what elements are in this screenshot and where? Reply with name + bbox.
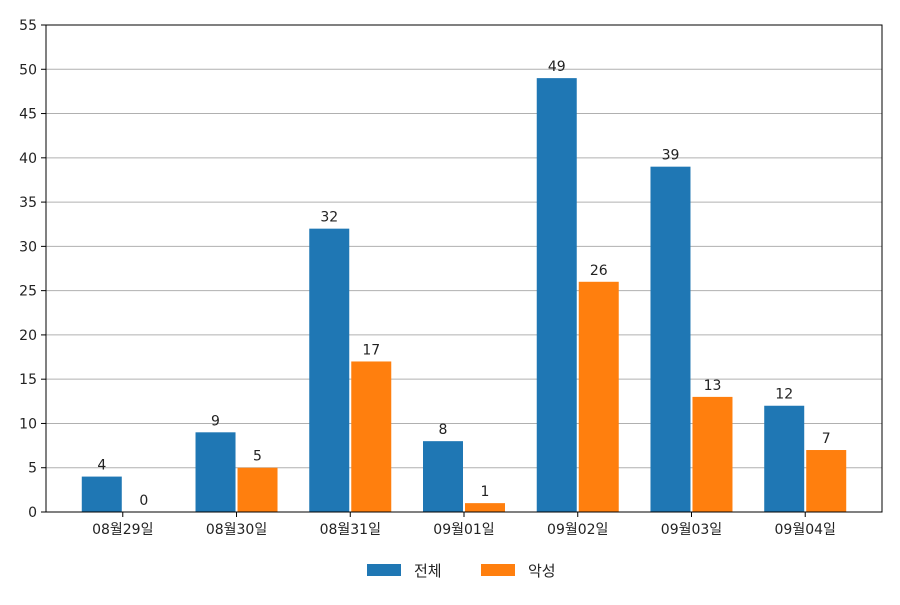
legend: 전체 악성 [367,562,556,580]
y-tick-label: 10 [19,416,37,432]
plot-frame [45,24,883,513]
y-tick-label: 30 [19,239,37,255]
x-axis: 08월29일 08월30일 08월31일 09월01일 09월02일 09월03일 09월0… [92,512,836,538]
bar-malicious [237,467,278,512]
bar-malicious [692,396,733,512]
x-tick-label: 09월02일 [547,522,608,538]
y-tick-label: 15 [19,372,37,388]
grid-lines [46,68,882,469]
y-tick-label: 5 [28,461,37,477]
x-tick-label: 09월03일 [661,522,722,538]
y-tick-label: 0 [28,505,37,521]
data-label: 39 [662,148,680,164]
bar-malicious [351,361,392,512]
bar-malicious [806,450,847,512]
data-label: 8 [439,422,448,438]
x-tick-label: 08월29일 [92,522,153,538]
bar-total [309,228,350,512]
bar-malicious [578,281,619,512]
x-tick-label: 09월01일 [433,522,494,538]
y-tick-label: 35 [19,195,37,211]
y-tick-label: 20 [19,328,37,344]
y-axis: 0 5 10 15 20 25 30 35 40 45 50 55 [19,18,46,521]
data-label: 1 [481,484,490,500]
x-tick-label: 08월30일 [206,522,267,538]
legend-swatch [481,564,515,576]
data-label: 5 [253,449,262,465]
legend-label: 전체 [414,562,442,580]
bar-total [764,405,805,512]
bar-total [81,476,122,512]
y-tick-label: 50 [19,62,37,78]
legend-swatch [367,564,401,576]
data-label: 49 [548,59,566,75]
bar-total [536,78,577,513]
bar-total [423,441,463,512]
legend-label: 악성 [528,562,556,580]
y-tick-label: 55 [19,18,37,34]
data-label: 12 [775,387,793,403]
data-label: 0 [139,493,148,509]
y-tick-label: 25 [19,284,37,300]
data-label: 9 [211,413,220,429]
x-tick-label: 08월31일 [320,522,381,538]
data-label: 17 [362,342,380,358]
bar-total [195,432,236,512]
bar-malicious [465,503,505,512]
x-tick-label: 09월04일 [775,522,836,538]
y-tick-label: 40 [19,151,37,167]
data-label: 7 [822,431,831,447]
data-label: 26 [590,263,608,279]
data-label: 4 [97,458,106,474]
data-labels-group: 4 0 9 5 32 17 8 1 49 26 39 13 12 7 [97,59,830,509]
bar-total [650,166,691,512]
y-tick-label: 45 [19,107,37,123]
data-label: 13 [704,378,722,394]
bars-group [81,78,847,513]
data-label: 32 [320,210,338,226]
